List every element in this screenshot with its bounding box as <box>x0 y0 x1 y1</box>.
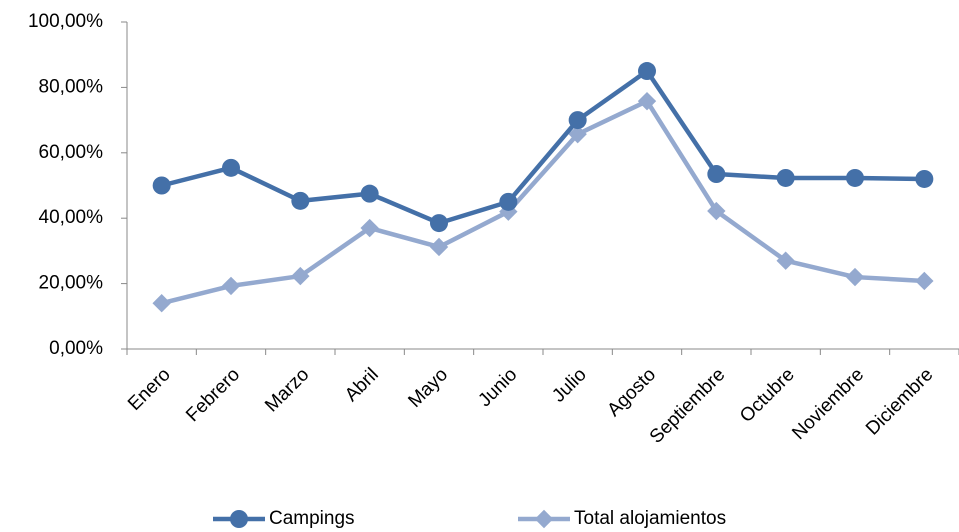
x-tick-label: Octubre <box>736 364 799 427</box>
marker <box>291 266 310 286</box>
marker <box>230 510 248 528</box>
y-tick-label: 60,00% <box>39 142 104 163</box>
marker <box>152 176 171 195</box>
marker <box>845 267 865 287</box>
legend-label: Total alojamientos <box>574 508 726 529</box>
marker <box>291 191 310 210</box>
marker <box>429 237 449 257</box>
marker <box>360 184 379 203</box>
x-tick-label: Julio <box>548 364 590 406</box>
marker <box>221 276 241 296</box>
y-tick-label: 40,00% <box>39 207 104 228</box>
x-tick-label: Febrero <box>182 364 244 426</box>
marker <box>707 165 726 184</box>
series-line <box>161 98 925 306</box>
marker <box>222 158 240 177</box>
x-tick-label: Agosto <box>603 364 660 421</box>
x-tick-label: Marzo <box>261 364 313 416</box>
marker <box>499 192 518 211</box>
marker <box>915 169 934 188</box>
x-tick-label: Diciembre <box>862 364 937 439</box>
x-tick-label: Noviembre <box>788 364 868 444</box>
y-tick-label: 100,00% <box>28 11 103 32</box>
x-tick-label: Abril <box>341 364 383 406</box>
marker <box>846 168 864 187</box>
x-tick-label: Junio <box>474 364 521 411</box>
marker <box>638 62 656 81</box>
marker <box>534 509 554 529</box>
marker <box>568 111 587 130</box>
marker <box>707 201 726 221</box>
y-tick-label: 0,00% <box>49 338 103 359</box>
legend-label: Campings <box>269 508 355 529</box>
marker <box>637 91 657 111</box>
y-tick-label: 20,00% <box>39 273 104 294</box>
marker <box>360 218 379 238</box>
marker <box>915 271 934 291</box>
marker <box>152 294 171 313</box>
series-line <box>161 68 925 226</box>
x-tick-label: Septiembre <box>646 364 730 448</box>
y-tick-label: 80,00% <box>39 76 104 97</box>
x-tick-label: Enero <box>124 364 175 415</box>
marker <box>776 168 795 187</box>
x-tick-label: Mayo <box>404 364 452 412</box>
marker <box>430 214 448 233</box>
